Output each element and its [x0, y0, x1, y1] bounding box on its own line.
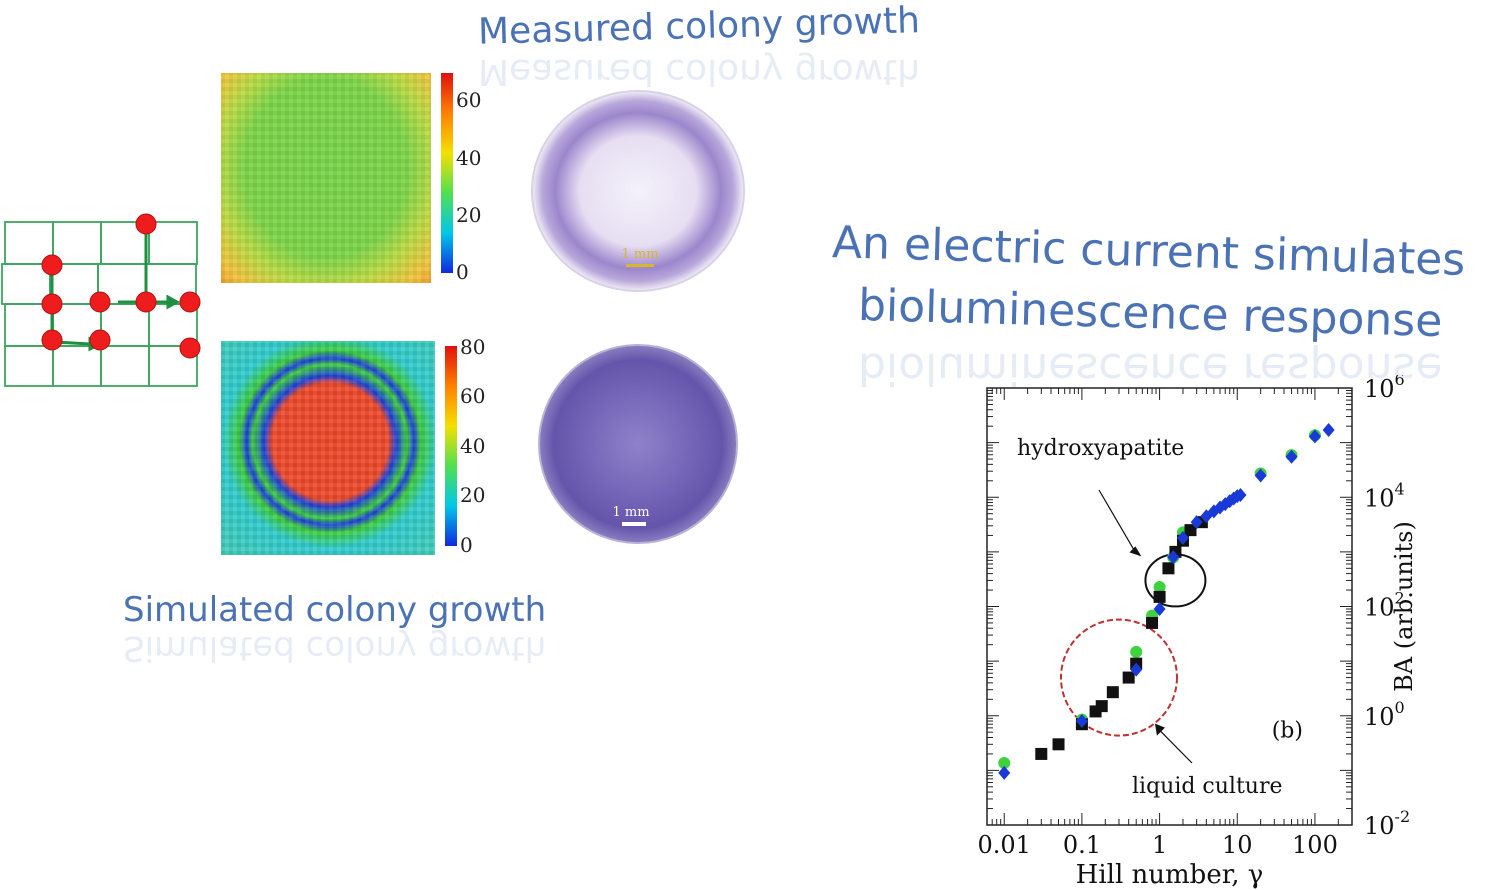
hydroxyapatite-arrowhead [1129, 546, 1142, 557]
data-point-diamond [1130, 662, 1143, 677]
y-tick-label: 100 [1364, 698, 1405, 731]
simulated-title-reflection: Simulated colony growth [123, 628, 547, 668]
colorbar-top-tick: 20 [456, 203, 482, 227]
liquid-culture-arrowhead [1154, 723, 1165, 736]
colorbar-top [441, 73, 453, 273]
data-point-diamond [1190, 515, 1203, 530]
measured-title: Measured colony growth [477, 0, 921, 53]
colorbar-bottom-tick: 20 [460, 483, 486, 507]
data-point-square [1035, 747, 1048, 760]
data-point-diamond [1153, 601, 1166, 616]
data-point-diamond [1219, 497, 1232, 512]
measured-title-reflection: Measured colony growth [478, 51, 920, 92]
data-point-circle [1153, 581, 1166, 594]
heatmap-bottom [221, 341, 435, 555]
x-tick-label: 10 [1222, 831, 1253, 859]
data-point-diamond [998, 765, 1011, 780]
colorbar-bottom-tick: 80 [460, 335, 486, 359]
liquid-culture-circle [1059, 618, 1178, 737]
y-tick-label: 106 [1364, 375, 1405, 403]
current-title-line2: bioluminescence response [857, 279, 1444, 348]
y-axis-label: BA (arb.units) [1390, 521, 1418, 692]
data-point-diamond [1308, 429, 1321, 444]
data-point-diamond [1167, 550, 1180, 565]
axis-ticks [986, 388, 1353, 826]
colorbar-bottom-tick: 40 [460, 434, 486, 458]
colorbar-bottom-tick: 0 [460, 533, 473, 557]
y-tick-label: 10-2 [1364, 807, 1410, 840]
scale-label-top: 1 mm [621, 247, 658, 262]
colorbar-top-tick: 40 [456, 146, 482, 170]
data-point-square [1146, 616, 1159, 629]
data-marks [998, 423, 1335, 780]
data-point-diamond [1254, 468, 1267, 483]
current-title-line1: An electric current simulates [831, 217, 1466, 286]
petri-dish-bottom: 1 mm [538, 344, 738, 544]
colorbar-bottom [445, 346, 457, 546]
data-point-diamond [1285, 449, 1298, 464]
heatmap-top [221, 73, 431, 283]
liquid-culture-label: liquid culture [1132, 774, 1283, 799]
data-point-square [1184, 524, 1197, 537]
panel-label: (b) [1272, 719, 1303, 744]
bioluminescence-chart: hydroxyapatite liquid culture 0.01 0.1 1 10 1… [978, 375, 1418, 890]
x-tick-label: 0.01 [978, 831, 1031, 859]
data-point-diamond [1322, 423, 1335, 438]
data-point-diamond [1075, 714, 1088, 729]
data-point-square [1153, 590, 1166, 603]
y-tick-label: 104 [1364, 479, 1405, 512]
lattice-diagram [1, 213, 201, 387]
colorbar-bottom-tick: 60 [460, 384, 486, 408]
data-point-circle [998, 757, 1011, 770]
data-point-diamond [1234, 487, 1247, 502]
data-point-square [1122, 671, 1135, 684]
data-point-diamond [1176, 530, 1189, 545]
scale-label-bottom: 1 mm [612, 505, 649, 520]
x-axis-label: Hill number, γ [1076, 860, 1264, 890]
data-point-diamond [1207, 504, 1220, 519]
data-point-circle [1130, 645, 1143, 658]
x-tick-label: 1 [1152, 831, 1167, 859]
x-tick-label: 0.1 [1063, 831, 1101, 859]
simulated-title: Simulated colony growth [123, 590, 547, 630]
data-point-square [1052, 738, 1065, 751]
petri-dish-top: 1 mm [531, 90, 745, 292]
annotations: hydroxyapatite liquid culture [1017, 436, 1283, 799]
colorbar-top-tick: 0 [456, 260, 469, 284]
colorbar-top-tick: 60 [456, 88, 482, 112]
data-point-square [1095, 700, 1108, 713]
x-tick-label: 100 [1292, 831, 1338, 859]
data-point-square [1106, 686, 1119, 699]
hydroxyapatite-arrow [1098, 489, 1136, 553]
data-point-square [1162, 562, 1175, 575]
liquid-culture-arrow [1158, 729, 1193, 764]
hydroxyapatite-label: hydroxyapatite [1017, 436, 1184, 461]
